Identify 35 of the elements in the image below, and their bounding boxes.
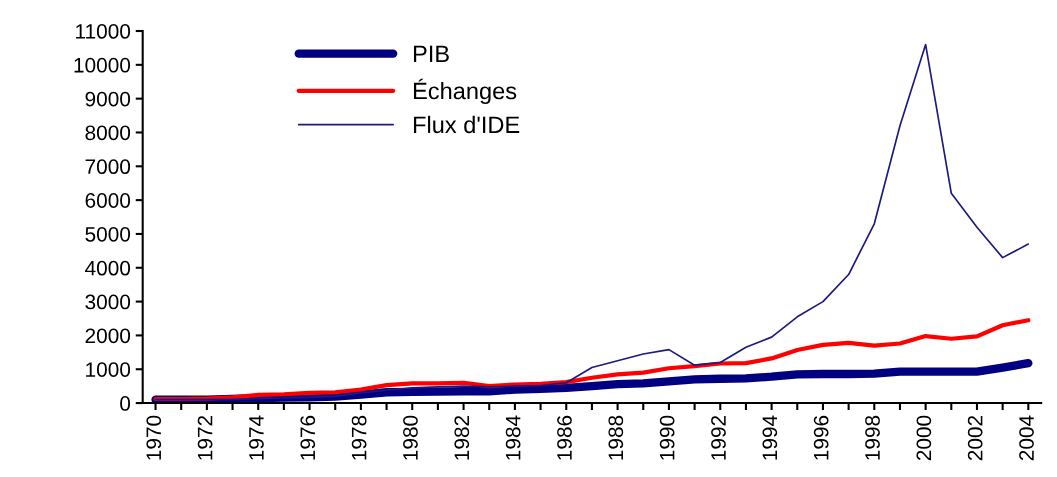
y-tick-label: 4000 xyxy=(85,260,131,276)
x-tick-label: 1980 xyxy=(403,415,418,460)
x-tick-label: 2004 xyxy=(1019,415,1034,461)
x-tick-label: 1974 xyxy=(249,415,264,460)
x-tick-label: 1990 xyxy=(659,415,675,460)
x-tick-label: 1996 xyxy=(813,415,829,460)
x-tick-label: 2000 xyxy=(916,415,932,461)
x-tick-label: 1970 xyxy=(146,415,162,460)
x-tick-label: 1972 xyxy=(197,415,213,460)
legend-label: Flux d'IDE xyxy=(413,115,520,134)
x-tick-label: 1982 xyxy=(454,415,470,460)
y-tick-label: 10000 xyxy=(74,57,131,73)
y-tick-label: 11000 xyxy=(76,24,131,39)
x-tick-label: 1994 xyxy=(762,415,778,460)
legend-label: PIB xyxy=(413,45,449,62)
x-tick-label: 1988 xyxy=(608,415,624,460)
line-series xyxy=(153,318,1031,402)
y-tick-label: 5000 xyxy=(85,226,131,242)
y-tick-label: 9000 xyxy=(85,91,131,107)
y-tick-label: 7000 xyxy=(85,159,131,175)
x-tick-label: 2002 xyxy=(967,415,983,461)
y-tick-label: 3000 xyxy=(85,294,131,310)
line-series xyxy=(154,43,1030,401)
y-tick-label: 0 xyxy=(120,396,131,411)
x-tick-label: 1992 xyxy=(711,415,726,460)
y-tick-label: 1000 xyxy=(86,362,131,377)
x-tick-label: 1976 xyxy=(300,415,316,460)
x-tick-label: 1998 xyxy=(865,415,880,460)
y-tick-label: 8000 xyxy=(85,125,131,141)
x-tick-label: 1986 xyxy=(557,415,572,460)
x-tick-label: 1978 xyxy=(351,415,367,460)
y-tick-label: 6000 xyxy=(85,193,131,208)
x-tick-label: 1984 xyxy=(505,415,521,460)
y-tick-label: 2000 xyxy=(85,328,131,344)
legend-label: Échanges xyxy=(413,78,517,104)
